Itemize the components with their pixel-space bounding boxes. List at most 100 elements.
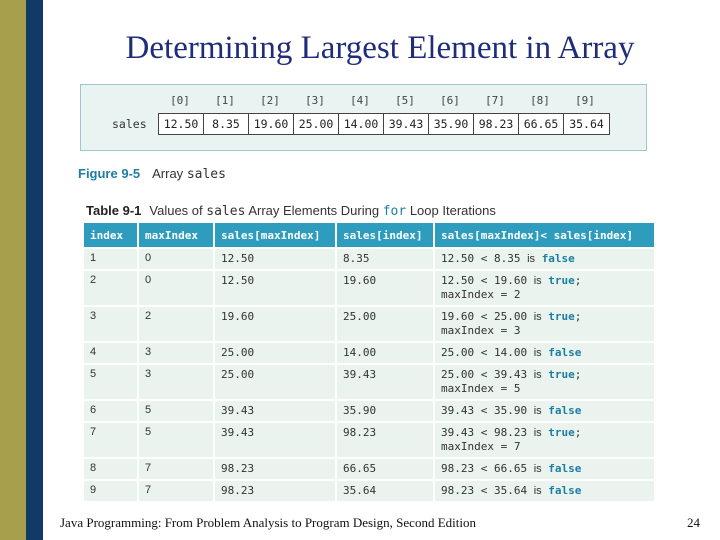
cell-index: 9 bbox=[84, 479, 139, 501]
header-maxindex: maxIndex bbox=[138, 223, 215, 248]
slide-title: Determining Largest Element in Array bbox=[125, 30, 635, 66]
cell-sales-index: 66.65 bbox=[336, 457, 435, 480]
comparison-result: false bbox=[548, 484, 582, 497]
cell-sales-maxindex: 39.43 bbox=[214, 399, 337, 422]
cell-sales-maxindex: 98.23 bbox=[214, 457, 337, 480]
comparison-result: false bbox=[541, 252, 575, 265]
array-index-label: [4] bbox=[350, 94, 370, 107]
table-row: 6 5 39.43 35.90 39.43 < 35.90 is false bbox=[84, 399, 654, 422]
cell-sales-maxindex: 12.50 bbox=[214, 269, 337, 306]
cell-comparison: 98.23 < 35.64 is false bbox=[434, 479, 654, 501]
left-accent-stripe bbox=[26, 0, 43, 540]
comparison-result: true bbox=[548, 426, 575, 439]
cell-index: 6 bbox=[84, 399, 139, 422]
comparison-expression: 98.23 < 66.65 bbox=[441, 462, 528, 475]
array-index-label: [1] bbox=[215, 94, 235, 107]
table-caption: Table 9-1 Values of sales Array Elements … bbox=[86, 203, 496, 219]
comparison-is: is bbox=[533, 311, 542, 323]
figure-caption-text: Array bbox=[152, 166, 184, 181]
cell-index: 3 bbox=[84, 305, 139, 342]
array-index-label: [6] bbox=[440, 94, 460, 107]
comparison-is: is bbox=[527, 253, 536, 265]
cell-sales-maxindex: 25.00 bbox=[214, 341, 337, 364]
array-cell: 66.65 bbox=[519, 114, 564, 134]
comparison-is: is bbox=[533, 275, 542, 287]
comparison-line: 98.23 < 66.65 is false bbox=[441, 462, 648, 476]
table-row: 3 2 19.60 25.00 19.60 < 25.00 is true; maxInd… bbox=[84, 305, 654, 342]
comparison-result: true bbox=[548, 310, 575, 323]
comparison-suffix: ; bbox=[574, 274, 582, 287]
table-row: 2 0 12.50 19.60 12.50 < 19.60 is true; maxInd… bbox=[84, 269, 654, 306]
comparison-suffix: ; bbox=[574, 368, 582, 381]
cell-maxindex: 5 bbox=[138, 399, 215, 422]
cell-sales-maxindex: 98.23 bbox=[214, 479, 337, 501]
cell-index: 7 bbox=[84, 421, 139, 458]
cell-maxindex: 0 bbox=[138, 269, 215, 306]
cell-comparison: 39.43 < 35.90 is false bbox=[434, 399, 654, 422]
comparison-suffix: ; bbox=[574, 426, 582, 439]
array-label: sales bbox=[112, 117, 147, 131]
figure-caption-code: sales bbox=[186, 167, 226, 182]
comparison-is: is bbox=[533, 405, 542, 417]
comparison-expression: 98.23 < 35.64 bbox=[441, 484, 528, 497]
comparison-line: 25.00 < 39.43 is true; bbox=[441, 368, 648, 382]
cell-sales-index: 39.43 bbox=[336, 363, 435, 400]
array-cell: 19.60 bbox=[249, 114, 294, 134]
page-number: 24 bbox=[687, 515, 700, 530]
comparison-line: 39.43 < 98.23 is true; bbox=[441, 426, 648, 440]
cell-sales-maxindex: 25.00 bbox=[214, 363, 337, 400]
header-sales-index: sales[index] bbox=[336, 223, 435, 248]
cell-sales-index: 98.23 bbox=[336, 421, 435, 458]
comparison-expression: 39.43 < 98.23 bbox=[441, 426, 528, 439]
cell-sales-index: 25.00 bbox=[336, 305, 435, 342]
array-cells: 12.50 8.35 19.60 25.00 14.00 39.43 35.90 98.23 6… bbox=[158, 113, 610, 135]
comparison-suffix: ; bbox=[574, 310, 582, 323]
table-caption-code-for: for bbox=[382, 204, 407, 219]
maxindex-assignment: maxIndex = 5 bbox=[441, 382, 521, 395]
cell-sales-maxindex: 39.43 bbox=[214, 421, 337, 458]
footer-text: Java Programming: From Problem Analysis … bbox=[60, 515, 476, 530]
cell-comparison: 25.00 < 39.43 is true; maxIndex = 5 bbox=[434, 363, 654, 400]
comparison-result: false bbox=[548, 462, 582, 475]
table-row: 8 7 98.23 66.65 98.23 < 66.65 is false bbox=[84, 457, 654, 480]
cell-sales-index: 19.60 bbox=[336, 269, 435, 306]
comparison-expression: 19.60 < 25.00 bbox=[441, 310, 528, 323]
array-cell: 35.90 bbox=[429, 114, 474, 134]
array-index-label: [9] bbox=[575, 94, 595, 107]
comparison-expression: 25.00 < 14.00 bbox=[441, 346, 528, 359]
table-number: Table 9-1 bbox=[86, 203, 142, 218]
table-row: 7 5 39.43 98.23 39.43 < 98.23 is true; maxInd… bbox=[84, 421, 654, 458]
maxindex-assignment: maxIndex = 7 bbox=[441, 440, 521, 453]
comparison-result: true bbox=[548, 274, 575, 287]
comparison-line: 19.60 < 25.00 is true; bbox=[441, 310, 648, 324]
header-sales-maxindex: sales[maxIndex] bbox=[214, 223, 337, 248]
array-cell: 39.43 bbox=[384, 114, 429, 134]
table-row: 9 7 98.23 35.64 98.23 < 35.64 is false bbox=[84, 479, 654, 501]
comparison-result: true bbox=[548, 368, 575, 381]
cell-index: 8 bbox=[84, 457, 139, 480]
cell-index: 5 bbox=[84, 363, 139, 400]
comparison-expression: 12.50 < 19.60 bbox=[441, 274, 528, 287]
comparison-line: 98.23 < 35.64 is false bbox=[441, 484, 648, 498]
array-index-label: [2] bbox=[260, 94, 280, 107]
array-index-label: [3] bbox=[305, 94, 325, 107]
array-index-label: [7] bbox=[485, 94, 505, 107]
cell-index: 2 bbox=[84, 269, 139, 306]
cell-maxindex: 7 bbox=[138, 457, 215, 480]
cell-sales-index: 14.00 bbox=[336, 341, 435, 364]
comparison-expression: 12.50 < 8.35 bbox=[441, 252, 521, 265]
comparison-is: is bbox=[533, 485, 542, 497]
cell-comparison: 19.60 < 25.00 is true; maxIndex = 3 bbox=[434, 305, 654, 342]
comparison-result: false bbox=[548, 404, 582, 417]
left-accent-bar bbox=[0, 0, 26, 540]
comparison-result: false bbox=[548, 346, 582, 359]
table-row: 4 3 25.00 14.00 25.00 < 14.00 is false bbox=[84, 341, 654, 364]
header-comparison: sales[maxIndex]< sales[index] bbox=[434, 223, 654, 248]
cell-comparison: 12.50 < 8.35 is false bbox=[434, 247, 654, 270]
cell-sales-index: 8.35 bbox=[336, 247, 435, 270]
maxindex-assignment: maxIndex = 2 bbox=[441, 288, 521, 301]
array-cell: 14.00 bbox=[339, 114, 384, 134]
table-caption-prefix: Values of bbox=[149, 203, 203, 218]
cell-sales-index: 35.64 bbox=[336, 479, 435, 501]
maxindex-assignment: maxIndex = 3 bbox=[441, 324, 521, 337]
